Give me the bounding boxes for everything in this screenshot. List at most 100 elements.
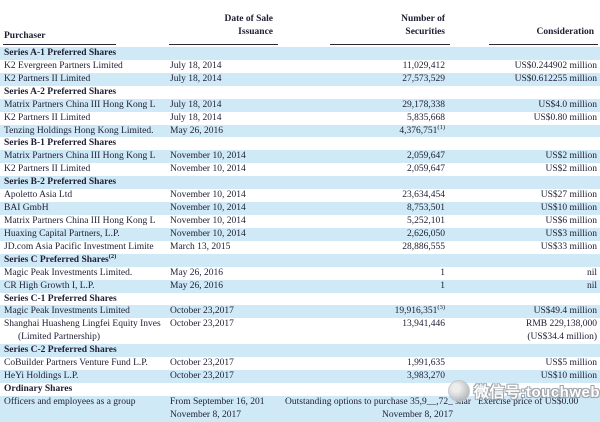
table-row: Matrix Partners China III Hong Kong L Nov… xyxy=(0,150,600,164)
consideration-cell: Exercise price of US$0.00 xyxy=(478,396,579,407)
consideration-cell: US$0.244902 million xyxy=(514,60,597,71)
date-cell: July 18, 2014 xyxy=(170,60,222,71)
consideration-cell: US$0.80 million xyxy=(533,112,597,123)
purchaser-cell-line2: (Limited Partnership) xyxy=(18,332,101,343)
column-header-date-line1: Date of Sale xyxy=(224,14,273,24)
securities-cell: 3,983,270 xyxy=(407,371,445,382)
securities-cell: 5,835,668 xyxy=(407,112,445,123)
consideration-cell: US$2 million xyxy=(545,151,597,162)
consideration-cell: US$6 million xyxy=(545,215,597,226)
date-cell: November 10, 2014 xyxy=(170,164,246,175)
purchaser-cell: JD.com Asia Pacific Investment Limite xyxy=(4,241,154,252)
purchaser-cell: K2 Partners II Limited xyxy=(4,112,91,123)
consideration-cell: US$5 million xyxy=(545,358,597,369)
securities-cell: 13,941,446 xyxy=(402,319,445,330)
date-cell: May 26, 2016 xyxy=(170,267,224,278)
table-row: HeYi Holdings L.P. October 23,2017 3,983,2… xyxy=(0,370,600,383)
wechat-logo-icon xyxy=(448,380,470,402)
section-label: Series C-1 Preferred Shares xyxy=(4,293,117,304)
date-cell: May 26, 2016 xyxy=(170,280,224,291)
section-row: Series C Preferred Shares(2) xyxy=(0,253,600,267)
footnote-marker: (1) xyxy=(437,124,445,131)
table-row: BAI GmbH November 10, 2014 8,753,501 US$10 … xyxy=(0,202,600,215)
section-label: Series C-2 Preferred Shares xyxy=(4,345,117,356)
securities-cell: 2,626,050 xyxy=(407,228,445,239)
consideration-cell-line2: (US$34.4 million) xyxy=(527,332,597,343)
column-header-securities-line2: Securities xyxy=(405,27,445,37)
section-label: Series A-1 Preferred Shares xyxy=(4,48,117,58)
purchaser-cell: CR High Growth I, L.P. xyxy=(4,280,95,291)
section-label: Series B-2 Preferred Shares xyxy=(4,177,117,188)
table-row: Officers and employees as a group From Se… xyxy=(0,395,600,422)
securities-cell: 2,059,647 xyxy=(407,164,445,175)
date-cell: November 10, 2014 xyxy=(170,203,246,214)
table-row: Matrix Partners China III Hong Kong L Nov… xyxy=(0,215,600,228)
date-cell: October 23,2017 xyxy=(170,371,234,382)
watermark-text: 微信号:touchweb xyxy=(474,383,600,401)
purchaser-cell: K2 Partners II Limited xyxy=(4,73,91,84)
securities-cell: 23,634,454 xyxy=(402,190,445,201)
table-row: K2 Partners II Limited November 10, 2014 2… xyxy=(0,163,600,176)
section-row: Series B-1 Preferred Shares xyxy=(0,137,600,150)
securities-cell: 28,886,555 xyxy=(402,241,445,252)
date-cell: May 26, 2016 xyxy=(170,125,224,136)
securities-cell: 4,376,751(1) xyxy=(399,124,445,136)
section-label: Ordinary Shares xyxy=(4,383,73,394)
date-cell: November 10, 2014 xyxy=(170,228,246,239)
table-row: Magic Peak Investments Limited. May 26, 2… xyxy=(0,267,600,280)
footnote-marker: (3) xyxy=(437,305,445,312)
section-row: Series C-2 Preferred Shares xyxy=(0,344,600,358)
footnote-marker: (2) xyxy=(108,253,117,260)
table-row: Tenzing Holdings Hong Kong Limited. May 2… xyxy=(0,124,600,138)
date-header-rule xyxy=(169,44,278,45)
date-cell: July 18, 2014 xyxy=(170,73,222,84)
section-row: Series B-2 Preferred Shares xyxy=(0,176,600,190)
section-label: Series C Preferred Shares(2) xyxy=(4,253,117,265)
table-row: JD.com Asia Pacific Investment Limite Mar… xyxy=(0,241,600,254)
section-row: Ordinary Shares xyxy=(0,383,600,396)
purchaser-cell: BAI GmbH xyxy=(4,203,49,214)
section-row: Series A-1 Preferred Shares xyxy=(0,47,600,60)
section-label: Series A-2 Preferred Shares xyxy=(4,86,117,97)
consideration-cell: US$33 million xyxy=(540,241,597,252)
securities-cell: 1,991,635 xyxy=(407,358,445,369)
purchaser-cell: Matrix Partners China III Hong Kong L xyxy=(4,151,156,162)
wechat-watermark: 微信号:touchweb xyxy=(448,380,600,402)
securities-cell: 1 xyxy=(440,267,445,278)
date-cell: October 23,2017 xyxy=(170,319,234,330)
securities-header-rule xyxy=(330,44,450,45)
purchaser-cell: Magic Peak Investments Limited. xyxy=(4,267,133,278)
table-row: Shanghai Huasheng Lingfei Equity Inves (L… xyxy=(0,318,600,344)
table-row: K2 Partners II Limited July 18, 2014 5,835… xyxy=(0,112,600,125)
securities-cell-line2: November 8, 2017 xyxy=(382,409,453,420)
date-cell: November 10, 2014 xyxy=(170,215,246,226)
date-cell: March 13, 2015 xyxy=(170,241,231,252)
consideration-cell: nil xyxy=(586,267,597,278)
consideration-cell: US$0.612255 million xyxy=(514,73,597,84)
column-header-purchaser: Purchaser xyxy=(4,31,46,41)
purchaser-cell: Matrix Partners China III Hong Kong L xyxy=(4,215,156,226)
column-header-securities-line1: Number of xyxy=(401,14,445,24)
table-row: CR High Growth I, L.P. May 26, 2016 1 nil xyxy=(0,279,600,293)
consideration-cell: US$2 million xyxy=(545,164,597,175)
date-cell: July 18, 2014 xyxy=(170,112,222,123)
purchaser-cell: Tenzing Holdings Hong Kong Limited. xyxy=(4,125,154,136)
date-cell: October 23,2017 xyxy=(170,358,234,369)
purchaser-cell: Huaxing Capital Partners, L.P. xyxy=(4,228,120,239)
date-cell: November 10, 2014 xyxy=(170,151,246,162)
securities-cell: 2,059,647 xyxy=(407,151,445,162)
consideration-cell: RMB 229,138,000 xyxy=(526,319,597,330)
table-row: Apoletto Asia Ltd November 10, 2014 23,634… xyxy=(0,189,600,202)
date-cell: July 18, 2014 xyxy=(170,99,222,110)
securities-cell: 19,916,351(3) xyxy=(394,305,445,317)
table-row: Magic Peak Investments Limited October 23… xyxy=(0,305,600,319)
securities-cell: 11,029,412 xyxy=(402,60,445,71)
table-body: Series A-1 Preferred Shares K2 Evergreen … xyxy=(0,47,600,422)
consideration-cell: US$3 million xyxy=(545,228,597,239)
securities-cell: 27,573,529 xyxy=(402,73,445,84)
date-cell: October 23,2017 xyxy=(170,306,234,317)
section-row: Series C-1 Preferred Shares xyxy=(0,293,600,306)
consideration-cell: US$4.0 million xyxy=(538,99,597,110)
consideration-header-rule xyxy=(489,44,598,45)
